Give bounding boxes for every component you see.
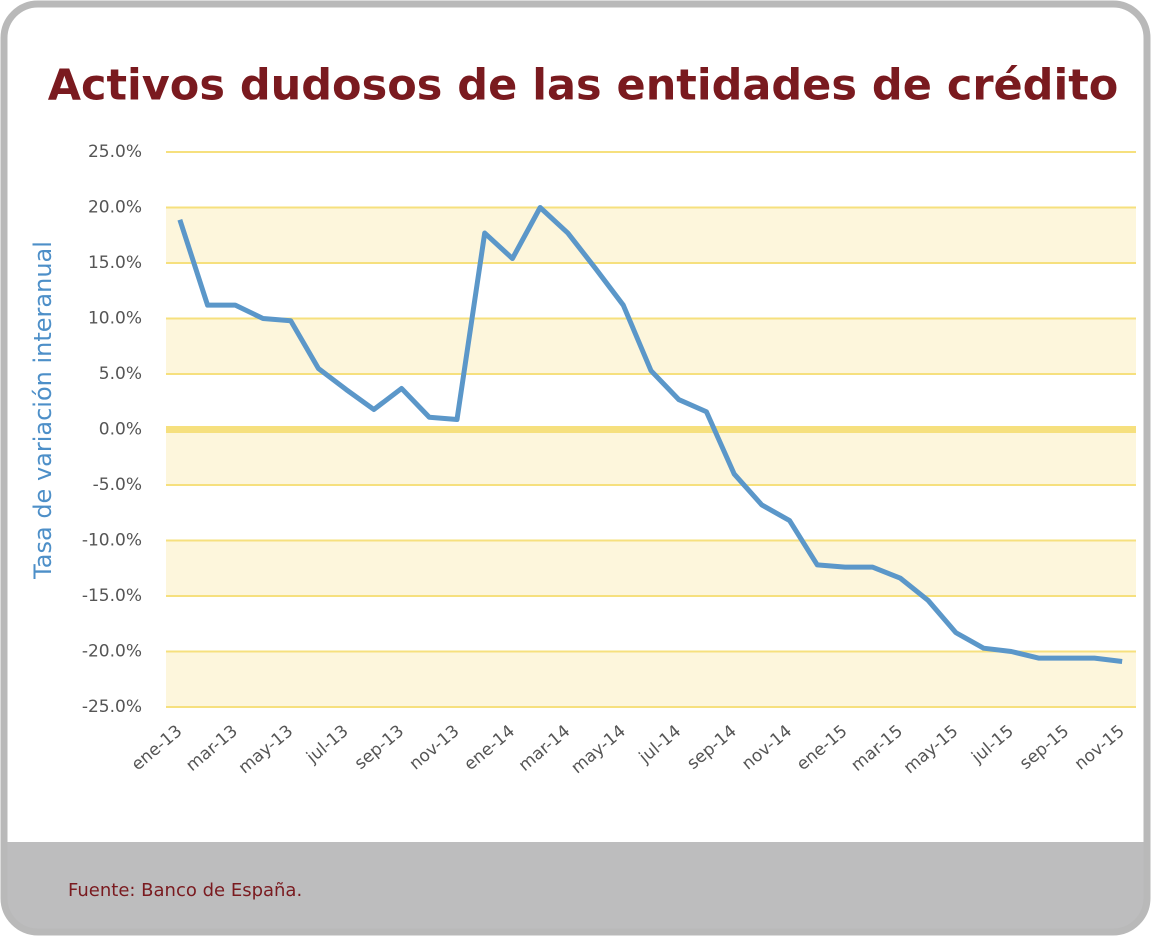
grid-band: [166, 540, 1136, 596]
y-tick-label: 15.0%: [88, 253, 142, 273]
y-tick-label: -5.0%: [93, 475, 142, 495]
y-tick-label: 0.0%: [99, 420, 142, 440]
y-tick-label: 25.0%: [88, 142, 142, 162]
grid-band: [166, 429, 1136, 485]
grid-band: [166, 651, 1136, 707]
chart-title: Activos dudosos de las entidades de créd…: [48, 61, 1119, 111]
y-axis-label: Tasa de variación interanual: [29, 241, 57, 580]
y-tick-label: -25.0%: [82, 697, 142, 717]
y-tick-label: 5.0%: [99, 364, 142, 384]
y-tick-label: 10.0%: [88, 309, 142, 329]
y-tick-label: -15.0%: [82, 586, 142, 606]
grid-band: [166, 207, 1136, 263]
source: Fuente: Banco de España.: [68, 880, 302, 901]
footer: [4, 842, 1147, 932]
data-line: [177, 205, 1123, 664]
y-tick-label: -20.0%: [82, 642, 142, 662]
y-tick-label: 20.0%: [88, 198, 142, 218]
y-tick-label: -10.0%: [82, 531, 142, 551]
plot: 25.0% 20.0% 15.0% 10.0% 5.0% 0.0% -5.0% -10.0% -…: [82, 142, 1136, 778]
